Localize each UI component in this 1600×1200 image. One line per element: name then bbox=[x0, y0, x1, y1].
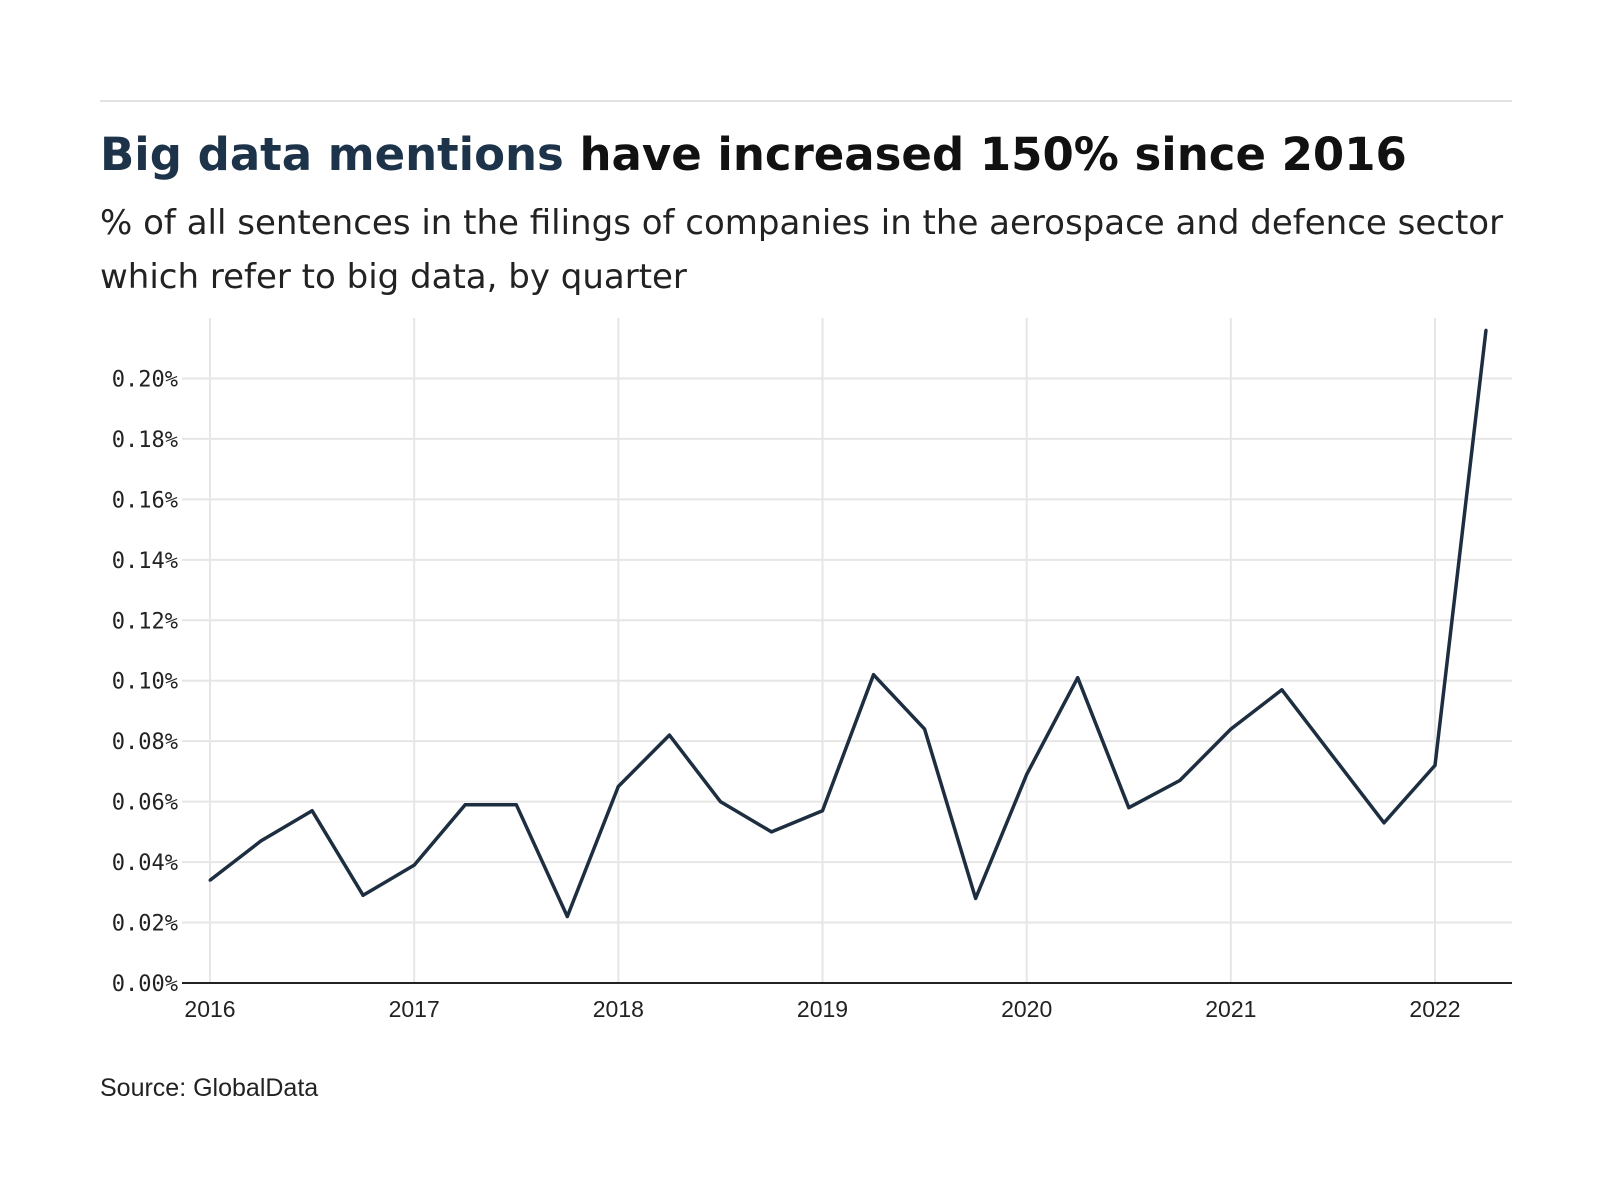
y-tick-label: 0.06% bbox=[112, 791, 178, 816]
data-point bbox=[667, 733, 671, 737]
y-tick-label: 0.10% bbox=[112, 670, 178, 695]
data-point bbox=[310, 809, 314, 813]
data-point bbox=[1280, 688, 1284, 692]
data-point bbox=[361, 893, 365, 897]
line-chart: 0.00% 0.02% 0.04% 0.06% 0.08% 0.10% 0.12% 0.14%… bbox=[112, 318, 1512, 1022]
x-tick-label: 2022 bbox=[1409, 996, 1460, 1022]
x-tick-label: 2016 bbox=[184, 996, 235, 1022]
data-point bbox=[514, 803, 518, 807]
source-note: Source: GlobalData bbox=[100, 1074, 319, 1102]
data-point bbox=[565, 915, 569, 918]
y-tick-label: 0.02% bbox=[112, 912, 178, 937]
data-point bbox=[208, 878, 212, 882]
y-gridlines bbox=[182, 377, 1512, 924]
data-point bbox=[1076, 676, 1080, 680]
data-point bbox=[1178, 778, 1182, 782]
y-tick-label: 0.00% bbox=[112, 972, 178, 997]
data-point bbox=[1025, 772, 1029, 776]
x-gridlines bbox=[209, 318, 1436, 983]
data-point bbox=[974, 896, 978, 900]
data-point bbox=[1331, 754, 1335, 758]
x-tick-labels: 2016 2017 2018 2019 2020 2021 2022 bbox=[184, 996, 1460, 1022]
y-tick-label: 0.18% bbox=[112, 428, 178, 453]
data-point bbox=[463, 803, 467, 807]
x-tick-label: 2019 bbox=[797, 996, 848, 1022]
data-point bbox=[769, 830, 773, 834]
data-point bbox=[1127, 806, 1131, 810]
chart-subtitle: % of all sentences in the filings of com… bbox=[100, 203, 1504, 297]
data-point bbox=[259, 839, 263, 843]
y-tick-label: 0.14% bbox=[112, 549, 178, 574]
data-point bbox=[923, 727, 927, 731]
data-point bbox=[872, 673, 876, 677]
y-tick-labels: 0.00% 0.02% 0.04% 0.06% 0.08% 0.10% 0.12% 0.14%… bbox=[112, 367, 178, 997]
x-tick-label: 2018 bbox=[593, 996, 644, 1022]
top-rule bbox=[100, 100, 1512, 102]
data-point bbox=[718, 800, 722, 804]
x-tick-label: 2020 bbox=[1001, 996, 1052, 1022]
y-tick-label: 0.16% bbox=[112, 488, 178, 513]
chart-title-highlight: Big data mentions bbox=[100, 128, 564, 181]
data-point bbox=[616, 785, 620, 789]
y-tick-label: 0.08% bbox=[112, 730, 178, 755]
chart-title-rest: have increased 150% since 2016 bbox=[563, 128, 1407, 181]
data-point bbox=[1382, 821, 1386, 825]
data-point bbox=[1229, 727, 1233, 731]
y-tick-label: 0.04% bbox=[112, 851, 178, 876]
x-tick-label: 2017 bbox=[389, 996, 440, 1022]
data-point bbox=[1433, 763, 1437, 767]
series-line bbox=[208, 329, 1488, 919]
y-tick-label: 0.20% bbox=[112, 367, 178, 392]
chart-title: Big data mentions have increased 150% si… bbox=[100, 124, 1407, 186]
data-point bbox=[821, 809, 824, 813]
y-tick-label: 0.12% bbox=[112, 609, 178, 634]
x-tick-label: 2021 bbox=[1205, 996, 1256, 1022]
data-point bbox=[1484, 328, 1488, 332]
data-points bbox=[208, 328, 1488, 918]
data-point bbox=[412, 863, 416, 867]
